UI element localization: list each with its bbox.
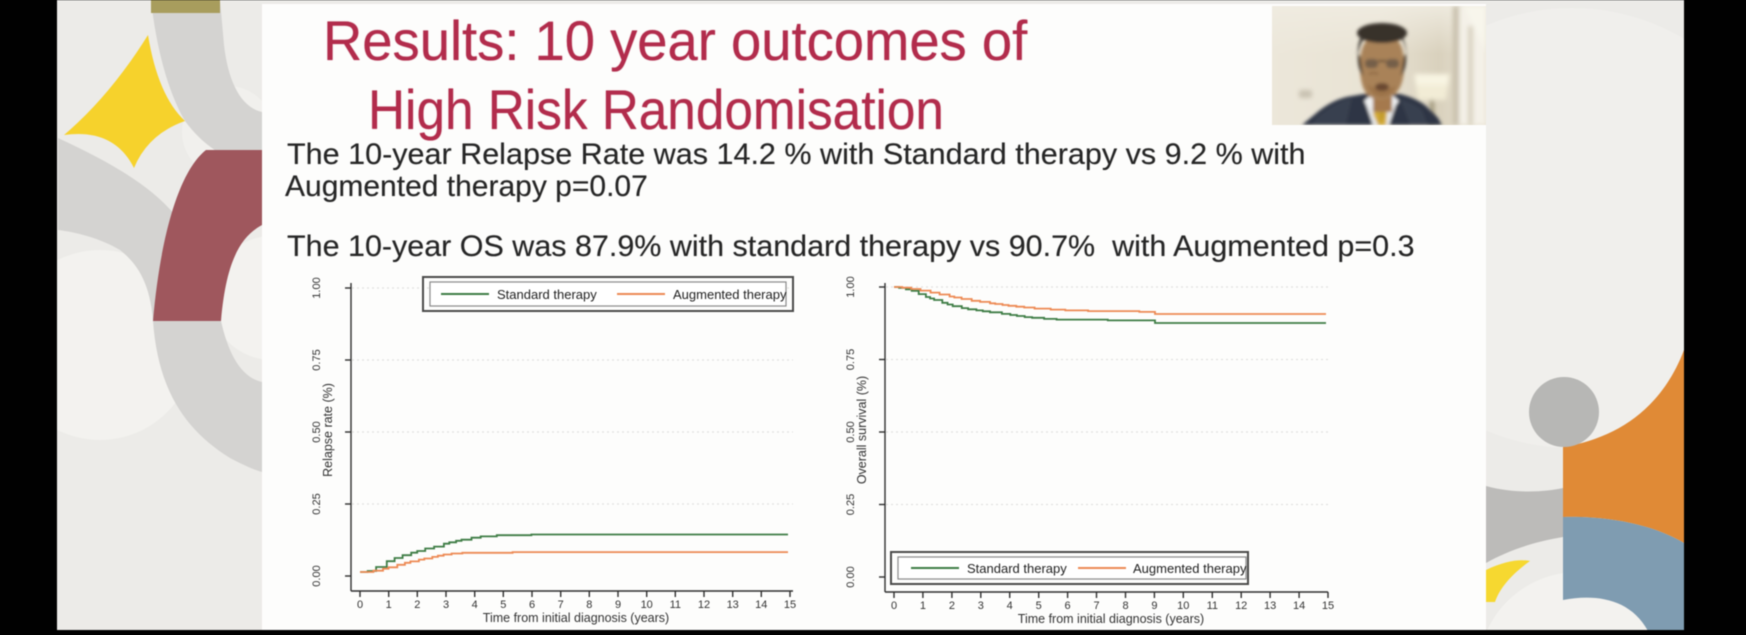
svg-text:Relapse rate (%): Relapse rate (%) [321,383,335,477]
svg-text:0.25: 0.25 [311,493,323,514]
svg-text:3: 3 [978,600,984,612]
svg-text:Time from initial diagnosis (y: Time from initial diagnosis (years) [1018,612,1204,626]
svg-text:1: 1 [920,600,926,612]
svg-text:10: 10 [641,599,653,611]
svg-text:1.00: 1.00 [845,276,857,297]
svg-text:0: 0 [891,600,897,612]
svg-text:15: 15 [784,599,796,611]
svg-text:1: 1 [386,599,392,611]
svg-text:0.00: 0.00 [845,566,857,587]
svg-text:3: 3 [443,599,449,611]
svg-text:Overall survival (%): Overall survival (%) [855,376,869,484]
svg-text:0.50: 0.50 [311,421,323,442]
svg-text:0.75: 0.75 [311,349,323,370]
svg-text:2: 2 [414,599,420,611]
svg-text:6: 6 [1065,600,1071,612]
svg-text:2: 2 [949,600,955,612]
svg-text:5: 5 [1036,600,1042,612]
svg-text:Time from initial diagnosis (y: Time from initial diagnosis (years) [483,611,669,625]
svg-text:7: 7 [558,599,564,611]
svg-text:8: 8 [1122,600,1128,612]
svg-text:12: 12 [1235,600,1247,612]
svg-text:8: 8 [586,599,592,611]
svg-text:9: 9 [615,599,621,611]
svg-text:7: 7 [1093,600,1099,612]
svg-text:15: 15 [1322,600,1334,612]
svg-text:12: 12 [698,599,710,611]
svg-text:0.50: 0.50 [845,421,857,442]
svg-text:Augmented therapy: Augmented therapy [673,287,787,302]
svg-text:0.00: 0.00 [311,565,323,586]
svg-text:11: 11 [670,599,681,611]
svg-text:13: 13 [1264,600,1276,612]
svg-text:9: 9 [1151,600,1157,612]
svg-text:10: 10 [1177,600,1189,612]
svg-text:5: 5 [500,599,506,611]
svg-text:Standard therapy: Standard therapy [497,287,597,302]
svg-text:0.75: 0.75 [845,349,857,370]
svg-text:13: 13 [727,599,739,611]
svg-text:6: 6 [529,599,535,611]
svg-text:4: 4 [1007,600,1013,612]
svg-text:0.25: 0.25 [845,494,857,515]
svg-text:Standard therapy: Standard therapy [967,561,1067,576]
svg-text:1.00: 1.00 [311,277,323,298]
svg-text:Augmented therapy: Augmented therapy [1133,561,1247,576]
svg-text:4: 4 [472,599,478,611]
svg-text:11: 11 [1207,600,1218,612]
svg-text:14: 14 [1293,600,1305,612]
svg-text:14: 14 [755,599,767,611]
svg-text:0: 0 [357,599,363,611]
